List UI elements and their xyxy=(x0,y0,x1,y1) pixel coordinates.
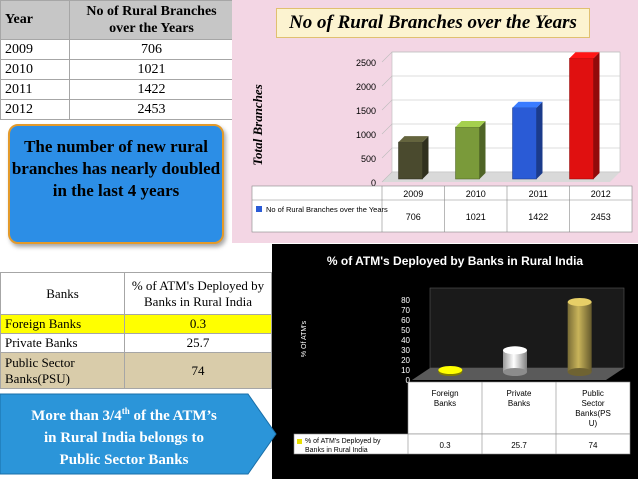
callout2-line3: Public Sector Banks xyxy=(60,452,189,468)
chart1-ylabel: Total Branches xyxy=(250,84,265,166)
chart1-data-label: 2453 xyxy=(591,212,611,222)
chart2-ytick-label: 10 xyxy=(401,366,410,375)
table1-cell: 2012 xyxy=(0,99,70,120)
table1-cell: 2011 xyxy=(0,79,70,100)
table1-header-year: Year xyxy=(0,0,70,40)
chart2-ytick-label: 80 xyxy=(401,296,410,305)
table2-cell: Public Sector Banks(PSU) xyxy=(0,352,125,389)
table2-cell: 74 xyxy=(124,352,272,389)
chart1-ytick-label: 1000 xyxy=(356,130,376,140)
chart1-bar xyxy=(455,120,486,180)
table1-cell: 2010 xyxy=(0,59,70,80)
chart1-xtick-label: 2011 xyxy=(529,189,548,199)
chart1-legend-swatch xyxy=(256,206,262,212)
chart1-gridline xyxy=(381,123,620,135)
chart1-xtick-label: 2010 xyxy=(466,189,486,199)
chart1-ytick-label: 2000 xyxy=(356,82,376,92)
chart2-legend-label: % of ATM's Deployed by Banks in Rural Ind… xyxy=(305,438,381,454)
chart2-bar xyxy=(438,366,463,376)
chart2-legend-table xyxy=(293,433,631,455)
chart1-svg: Total Branches 0 500 1000 1500 2000 2500 2009… xyxy=(250,51,633,233)
chart2-ytick-label: 20 xyxy=(401,356,410,365)
callout-rural-branches: The number of new rural branches has nea… xyxy=(8,124,224,244)
chart2-ytick-label: 0 xyxy=(406,376,411,385)
chart1-gridline xyxy=(381,75,620,87)
chart2-ytick-label: 60 xyxy=(401,316,410,325)
callout2-line2: in Rural India belongs to xyxy=(44,430,204,446)
chart1-legend-label: No of Rural Branches over the Years xyxy=(266,205,388,214)
chart2-xtick-label: Foreign Banks xyxy=(431,389,458,408)
chart2-data-label: 0.3 xyxy=(439,441,451,450)
chart1-ytick-label: 0 xyxy=(371,178,376,188)
table2-cell: 25.7 xyxy=(124,333,272,353)
chart2-ytick-label: 40 xyxy=(401,336,410,345)
chart2-bar xyxy=(503,346,527,376)
chart1-title: No of Rural Branches over the Years xyxy=(276,8,590,38)
chart1-gridline xyxy=(381,147,620,159)
chart2-data-label: 74 xyxy=(589,441,598,450)
chart1-gridline xyxy=(381,171,620,183)
table2-header-banks: Banks xyxy=(0,272,125,315)
chart1-xtick-label: 2009 xyxy=(403,189,423,199)
rural-branches-table: Year No of Rural Branches over the Years… xyxy=(0,0,234,120)
table1-cell: 706 xyxy=(69,39,234,60)
chart2-ytick-label: 30 xyxy=(401,346,410,355)
chart2-category-table xyxy=(407,381,631,435)
atm-deployment-table: Banks % of ATM's Deployed by Banks in Ru… xyxy=(0,272,272,389)
table2-header-percent: % of ATM's Deployed by Banks in Rural In… xyxy=(124,272,272,315)
chart1-data-label: 1021 xyxy=(466,212,486,222)
table2-cell: Private Banks xyxy=(0,333,125,353)
chart2-ytick-label: 50 xyxy=(401,326,410,335)
chart1-data-label: 1422 xyxy=(528,212,548,222)
chart1-bar xyxy=(512,101,543,180)
chart1-bar xyxy=(569,52,600,180)
table1-cell: 2453 xyxy=(69,99,234,120)
chart2-title: % of ATM's Deployed by Banks in Rural In… xyxy=(326,254,584,268)
chart1-xtick-label: 2012 xyxy=(591,189,611,199)
table2-cell: 0.3 xyxy=(124,314,272,334)
chart1-ytick-label: 500 xyxy=(361,154,376,164)
chart1-ytick-label: 1500 xyxy=(356,106,376,116)
table1-cell: 1422 xyxy=(69,79,234,100)
chart2-ylabel: % Of ATM's xyxy=(301,320,308,357)
callout2-line1: More than 3/4th of the ATM’s xyxy=(31,406,217,424)
chart2-xtick-label: Public Sector Banks(PS U) xyxy=(575,389,611,428)
callout-atm-psu: More than 3/4th of the ATM’s in Rural In… xyxy=(0,393,277,475)
chart2-xtick-label: Private Banks xyxy=(507,389,532,408)
chart1-gridline xyxy=(381,99,620,111)
callout1-text: The number of new rural branches has nea… xyxy=(11,137,221,200)
chart2-legend-swatch xyxy=(297,439,302,444)
chart1-bar xyxy=(398,136,429,180)
chart2-data-label: 25.7 xyxy=(511,441,527,450)
chart1-data-label: 706 xyxy=(406,212,421,222)
chart1-plot-floor xyxy=(382,172,620,182)
chart2-bar xyxy=(567,298,592,376)
table1-cell: 1021 xyxy=(69,59,234,80)
chart1-gridline xyxy=(381,51,620,63)
chart1-ytick-label: 2500 xyxy=(356,58,376,68)
chart2-ytick-label: 70 xyxy=(401,306,410,315)
table1-header-branches: No of Rural Branches over the Years xyxy=(69,0,234,40)
table1-cell: 2009 xyxy=(0,39,70,60)
table2-cell: Foreign Banks xyxy=(0,314,125,334)
chart1-legend-table xyxy=(251,185,633,233)
